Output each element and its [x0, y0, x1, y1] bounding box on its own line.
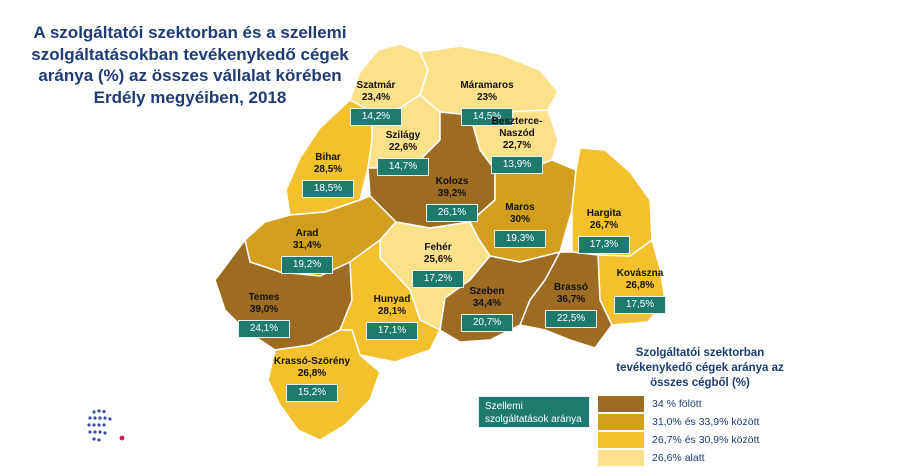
legend-swatch — [598, 396, 644, 412]
county-name-kolozs: Kolozs — [435, 176, 469, 187]
service-share-box-arad: 19,2% — [281, 256, 333, 274]
legend-swatch — [598, 414, 644, 430]
county-value-kolozs: 39,2% — [437, 188, 467, 199]
service-share-box-feher: 17,2% — [412, 270, 464, 288]
county-value-temes: 39,0% — [249, 304, 279, 315]
county-name-maros: Maros — [505, 202, 535, 213]
county-name-maramaros: Máramaros — [460, 80, 514, 91]
county-value-szatmar: 23,4% — [361, 92, 391, 103]
county-name-szatmar: Szatmár — [356, 80, 396, 91]
legend-swatch — [598, 450, 644, 466]
legend-service-key: Szellemi szolgáltatások aránya — [478, 396, 590, 428]
service-share-box-krasso: 15,2% — [286, 384, 338, 402]
county-name-temes: Temes — [248, 292, 280, 303]
legend-label: 26,7% és 30,9% között — [652, 434, 760, 446]
county-name-hunyad: Hunyad — [373, 294, 411, 305]
legend-item: 31,0% és 33,9% között — [598, 414, 759, 430]
county-name-arad: Arad — [295, 228, 319, 239]
county-value-hargita: 26,7% — [589, 220, 619, 231]
county-value-beszterce: 22,7% — [502, 140, 532, 151]
legend-label: 34 % fölött — [652, 398, 702, 410]
county-value-hunyad: 28,1% — [377, 306, 407, 317]
service-share-box-hargita: 17,3% — [578, 236, 630, 254]
service-share-box-szeben: 20,7% — [461, 314, 513, 332]
legend-swatch — [598, 432, 644, 448]
county-value-szeben: 34,4% — [472, 298, 502, 309]
county-value-maros: 30% — [509, 214, 531, 225]
county-name-szilagy: Szilágy — [385, 130, 421, 141]
service-share-box-kolozs: 26,1% — [426, 204, 478, 222]
county-value-brasso: 36,7% — [556, 294, 586, 305]
county-value-feher: 25,6% — [423, 254, 453, 265]
service-share-box-maramaros: 14,5% — [461, 108, 513, 126]
legend-item: 34 % fölött — [598, 396, 702, 412]
service-share-box-hunyad: 17,1% — [366, 322, 418, 340]
county-value-bihar: 28,5% — [313, 164, 343, 175]
service-share-box-szilagy: 14,7% — [377, 158, 429, 176]
legend-item: 26,7% és 30,9% között — [598, 432, 759, 448]
county-name-bihar: Bihar — [315, 152, 341, 163]
county-name-krasso: Krassó-Szörény — [273, 356, 351, 367]
county-value-kovaszna: 26,8% — [625, 280, 655, 291]
service-share-box-beszterce: 13,9% — [491, 156, 543, 174]
county-name-kovaszna: Kovászna — [616, 268, 664, 279]
service-share-box-kovaszna: 17,5% — [614, 296, 666, 314]
county-name-beszterce: Beszterce- Naszód — [491, 116, 543, 139]
county-name-brasso: Brassó — [554, 282, 588, 293]
county-value-krasso: 26,8% — [297, 368, 327, 379]
legend-item: 26,6% alatt — [598, 450, 705, 466]
map-title: A szolgáltatói szektorban és a szellemi … — [31, 23, 349, 107]
county-name-feher: Fehér — [424, 242, 452, 253]
county-value-arad: 31,4% — [292, 240, 322, 251]
legend-label: 31,0% és 33,9% között — [652, 416, 760, 428]
service-share-box-szatmar: 14,2% — [350, 108, 402, 126]
service-share-box-brasso: 22,5% — [545, 310, 597, 328]
legend-title: Szolgáltatói szektorban tevékenykedő cég… — [616, 347, 784, 389]
service-share-box-maros: 19,3% — [494, 230, 546, 248]
logo-icon — [87, 409, 125, 442]
service-share-box-bihar: 18,5% — [302, 180, 354, 198]
legend-label: 26,6% alatt — [652, 452, 705, 464]
county-name-szeben: Szeben — [469, 286, 505, 297]
county-value-szilagy: 22,6% — [388, 142, 418, 153]
county-name-hargita: Hargita — [586, 208, 622, 219]
county-value-maramaros: 23% — [476, 92, 498, 103]
service-share-box-temes: 24,1% — [238, 320, 290, 338]
